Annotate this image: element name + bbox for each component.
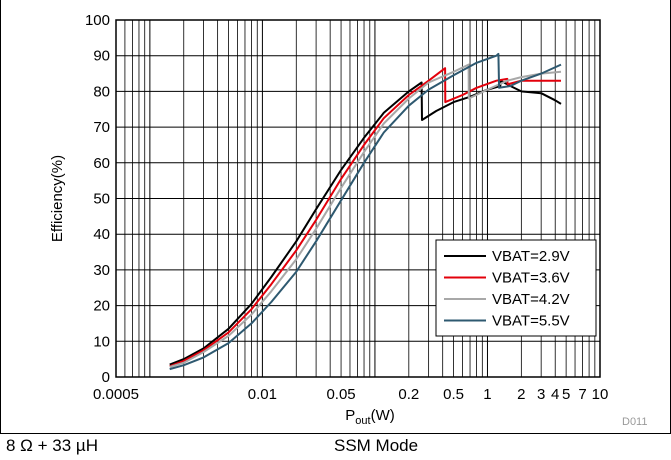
legend-label: VBAT=3.6V xyxy=(492,270,570,287)
series-lines xyxy=(169,52,562,371)
x-tick-labels: 0.0005 0.01 0.05 0.2 0.5 1 2 3 4 5 7 10 xyxy=(93,386,608,403)
x-axis-label: Pout(W) xyxy=(345,407,394,427)
y-axis-label: Efficiency(%) xyxy=(49,155,66,242)
series-line-4 xyxy=(169,52,562,371)
figure-code: D011 xyxy=(622,416,647,428)
efficiency-chart: 0 10 20 30 40 50 60 70 80 90 100 0.0005 0.01 0.05 0.2… xyxy=(49,12,647,428)
x-tick-label: 0.5 xyxy=(443,386,464,403)
y-tick-label: 90 xyxy=(93,48,110,65)
x-tick-label: 2 xyxy=(517,386,525,403)
y-tick-label: 60 xyxy=(93,155,110,172)
y-tick-label: 50 xyxy=(93,191,110,208)
legend-label: VBAT=2.9V xyxy=(492,248,570,265)
y-tick-label: 80 xyxy=(93,83,110,100)
y-tick-label: 0 xyxy=(102,369,110,386)
x-tick-label: 5 xyxy=(562,386,570,403)
x-tick-label: 0.05 xyxy=(326,386,355,403)
x-tick-label: 0.0005 xyxy=(93,386,139,403)
load-caption: 8 Ω + 33 µH xyxy=(6,436,98,455)
x-tick-label: 10 xyxy=(592,386,609,403)
legend-label: VBAT=5.5V xyxy=(492,313,570,330)
mode-caption: SSM Mode xyxy=(334,436,419,455)
series-line-3 xyxy=(169,63,562,368)
y-tick-label: 30 xyxy=(93,262,110,279)
x-tick-label: 4 xyxy=(551,386,559,403)
x-tick-label: 1 xyxy=(483,386,491,403)
y-tick-label: 40 xyxy=(93,226,110,243)
x-tick-label: 0.2 xyxy=(398,386,419,403)
y-tick-labels: 0 10 20 30 40 50 60 70 80 90 100 xyxy=(85,12,110,386)
y-tick-label: 70 xyxy=(93,119,110,136)
legend-label: VBAT=4.2V xyxy=(492,291,570,308)
y-tick-label: 20 xyxy=(93,298,110,315)
plot-border xyxy=(115,19,601,378)
x-tick-label: 7 xyxy=(578,386,586,403)
y-tick-label: 10 xyxy=(93,333,110,350)
y-tick-label: 100 xyxy=(85,12,110,29)
x-tick-label: 0.01 xyxy=(248,386,277,403)
chart-legend: VBAT=2.9V VBAT=3.6V VBAT=4.2V VBAT=5.5V xyxy=(435,239,597,337)
x-tick-label: 3 xyxy=(537,386,545,403)
